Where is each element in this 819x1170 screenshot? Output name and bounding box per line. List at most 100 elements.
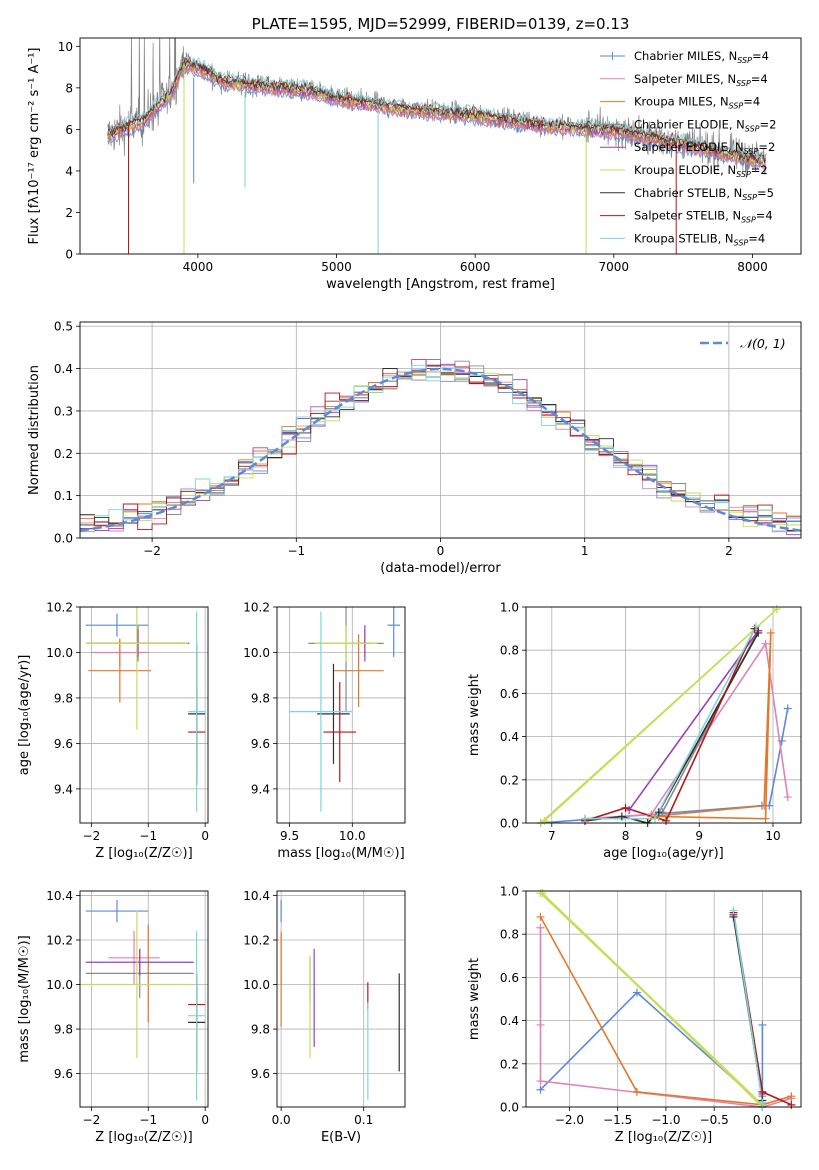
y-tick-label: 9.6 (54, 737, 73, 751)
y-tick-label: 0.4 (500, 1014, 519, 1028)
series-kroupa_elodie (540, 608, 778, 823)
marker-salpeter_stelib (758, 1087, 767, 1096)
marker-kroupa_miles (766, 628, 775, 637)
plot-area (82, 899, 206, 1101)
y-tick-label: 9.6 (54, 1067, 73, 1081)
y-tick-label: 10 (58, 40, 73, 54)
x-tick-label: 0.0 (753, 1113, 772, 1127)
marker-salpeter_miles (536, 1077, 545, 1086)
axes-spectrum: 4000 5000 6000 7000 8000 0 2 4 6 8 10 wavelength [A… (27, 15, 802, 292)
marker-kroupa_miles (760, 801, 769, 810)
y-tick-label: 10.2 (243, 601, 270, 615)
x-tick-label: −2 (143, 544, 161, 558)
x-axis-label: wavelength [Angstrom, rest frame] (326, 277, 555, 292)
axes-frame (79, 321, 802, 539)
axes-residuals: −2 −1 0 1 2 0.0 0.1 0.2 0.3 0.4 0.5 (data-model)/er… (27, 320, 802, 576)
y-tick-label: 0.0 (500, 1101, 519, 1115)
marker-salpeter_miles (536, 1020, 545, 1029)
x-tick-label: −1.0 (651, 1113, 680, 1127)
axes-frame (276, 890, 406, 1108)
x-tick-label: 10 (765, 829, 780, 843)
marker-chabrier_miles (783, 704, 792, 713)
marker-chabrier_miles (758, 1020, 767, 1029)
legend-label: Chabrier ELODIE, NSSP=2 (634, 117, 776, 133)
marker-salpeter_miles (536, 923, 545, 932)
x-tick-label: 0.0 (272, 1113, 291, 1127)
marker-salpeter_miles (783, 793, 792, 802)
marker-salpeter_miles (761, 639, 770, 648)
y-tick-label: 10.0 (46, 978, 73, 992)
marker-chabrier_stelib (617, 812, 626, 821)
model-kroupa_stelib (107, 55, 766, 160)
axes-frame (525, 890, 802, 1108)
axes-mass_vs_Z: −2 −1 0 9.6 9.8 10.0 10.2 10.4 Z [log₁₀(Z/Z☉)] ma… (17, 889, 209, 1145)
legend-label: Salpeter STELIB, NSSP=4 (634, 209, 773, 225)
y-tick-label: 1.0 (500, 601, 519, 615)
marker-chabrier_miles (536, 1085, 545, 1094)
y-tick-label: 9.4 (54, 782, 73, 796)
marker-chabrier_miles (632, 988, 641, 997)
marker-kroupa_miles (761, 814, 770, 823)
x-tick-label: 1 (581, 544, 589, 558)
histogram-kroupa_stelib (80, 364, 801, 538)
plot-area (280, 899, 400, 1101)
x-tick-label: 2 (725, 544, 733, 558)
marker-kroupa_stelib (651, 814, 660, 823)
plot-area (85, 607, 206, 812)
axes-frame (79, 890, 209, 1108)
y-tick-label: 9.8 (54, 691, 73, 705)
x-tick-label: −0.5 (700, 1113, 729, 1127)
marker-kroupa_stelib (752, 622, 761, 631)
legend-label: Kroupa ELODIE, NSSP=2 (634, 163, 768, 179)
y-axis-label: mass weight (467, 958, 482, 1040)
x-tick-label: 8 (622, 829, 630, 843)
y-tick-label: 10.2 (46, 933, 73, 947)
marker-chabrier_miles (777, 736, 786, 745)
x-axis-label: E(B-V) (321, 1130, 361, 1145)
x-tick-label: −2 (83, 829, 101, 843)
legend-label: Chabrier MILES, NSSP=4 (634, 49, 769, 65)
y-tick-label: 0.0 (54, 532, 73, 546)
chart-title: PLATE=1595, MJD=52999, FIBERID=0139, z=0… (252, 15, 630, 33)
y-tick-label: 4 (65, 164, 73, 178)
marker-kroupa_miles (787, 1092, 796, 1101)
marker-salpeter_stelib (662, 816, 671, 825)
y-tick-label: 9.4 (251, 782, 270, 796)
axes-frame (276, 606, 406, 824)
series-chabrier_miles (539, 991, 764, 1107)
x-tick-label: 10.0 (339, 829, 366, 843)
y-axis-label: Normed distribution (27, 365, 42, 495)
x-axis-label: (data-model)/error (380, 561, 501, 576)
plot-area (107, 38, 767, 254)
y-tick-label: 9.8 (251, 691, 270, 705)
x-tick-label: −2.0 (555, 1113, 584, 1127)
y-axis-label: Flux [fλ10⁻¹⁷ erg cm⁻² s⁻¹ A⁻¹] (27, 48, 42, 245)
axes-frame (525, 606, 802, 824)
y-tick-label: 9.6 (251, 737, 270, 751)
plot-area (540, 608, 789, 823)
marker-kroupa_stelib (729, 906, 738, 915)
x-tick-label: 7 (548, 829, 556, 843)
marker-kroupa_stelib (580, 814, 589, 823)
y-axis-label: mass weight (467, 674, 482, 756)
y-tick-label: 0.2 (54, 447, 73, 461)
marker-chabrier_stelib (754, 628, 763, 637)
series-kroupa_stelib (732, 910, 764, 1107)
marker-kroupa_elodie (540, 816, 549, 825)
y-tick-label: 0.1 (54, 489, 73, 503)
legend-label: 𝒩(0, 1) (740, 336, 786, 351)
x-tick-label: 9.5 (280, 829, 299, 843)
marker-kroupa_elodie (538, 889, 547, 898)
x-tick-label: 0.1 (354, 1113, 373, 1127)
y-tick-label: 9.8 (251, 1023, 270, 1037)
series-kroupa_miles (539, 916, 792, 1106)
y-tick-label: 0.8 (500, 644, 519, 658)
x-axis-label: age [log₁₀(age/yr)] (603, 846, 724, 861)
y-tick-label: 0.4 (54, 362, 73, 376)
legend-label: Kroupa STELIB, NSSP=4 (634, 231, 765, 247)
x-tick-label: 5000 (321, 260, 352, 274)
series-salpeter_elodie (628, 630, 759, 811)
x-tick-label: 7000 (599, 260, 630, 274)
y-tick-label: 9.8 (54, 1023, 73, 1037)
